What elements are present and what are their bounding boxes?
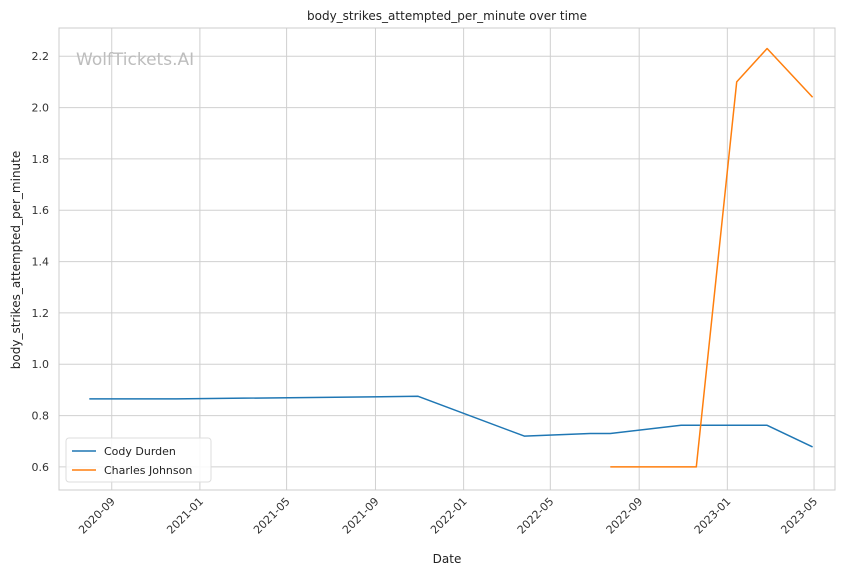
y-tick-label: 1.6 [32,204,50,217]
x-tick-label: 2022-05 [515,495,557,537]
legend-label-charles-johnson: Charles Johnson [104,464,192,477]
x-tick-label: 2021-01 [164,495,206,537]
watermark: WolfTickets.AI [76,50,194,70]
y-axis-ticks: 0.6 0.8 1.0 1.2 1.4 1.6 1.8 2.0 2.2 [32,50,50,474]
legend-label-cody-durden: Cody Durden [104,445,176,458]
y-tick-label: 1.4 [32,256,50,269]
x-tick-label: 2020-09 [76,495,118,537]
y-axis-label: body_strikes_attempted_per_minute [9,151,23,369]
y-tick-label: 2.0 [32,102,50,115]
y-tick-label: 0.8 [32,410,50,423]
y-tick-label: 1.0 [32,358,50,371]
x-tick-label: 2023-05 [778,495,820,537]
x-axis-ticks: 2020-09 2021-01 2021-05 2021-09 2022-01 2022-… [76,495,820,537]
series-line-cody-durden [89,395,813,448]
x-tick-label: 2021-09 [340,495,382,537]
y-tick-label: 1.8 [32,153,50,166]
x-tick-label: 2021-05 [251,495,293,537]
legend-box [65,437,212,483]
series-lines [89,47,814,468]
x-axis-label: Date [433,552,462,566]
legend: Cody Durden Charles Johnson [65,437,212,483]
series-line-charles-johnson [610,47,814,468]
x-tick-label: 2022-09 [604,495,646,537]
y-tick-label: 2.2 [32,50,50,63]
x-tick-label: 2023-01 [692,495,734,537]
chart-title: body_strikes_attempted_per_minute over t… [307,9,587,23]
y-tick-label: 1.2 [32,307,50,320]
y-tick-label: 0.6 [32,461,50,474]
plot-frame [58,27,836,491]
x-tick-label: 2022-01 [428,495,470,537]
